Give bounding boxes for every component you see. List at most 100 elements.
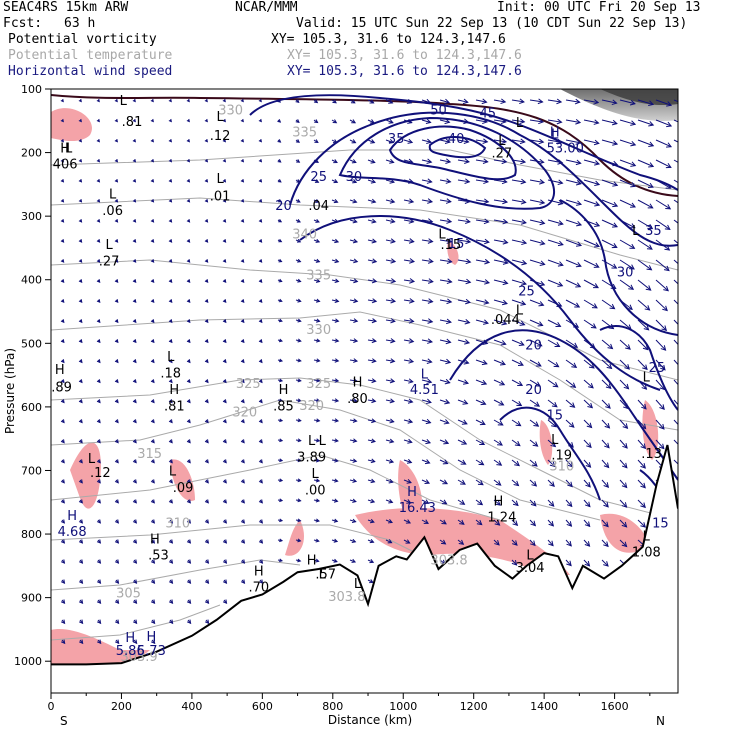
wind-vector xyxy=(367,119,375,124)
wind-vector xyxy=(349,379,357,382)
wind-vector-head xyxy=(316,418,321,423)
wind-vector-head xyxy=(168,539,174,544)
wind-speed-label: 15 xyxy=(546,409,563,424)
wind-vector-head xyxy=(517,380,524,386)
wind-vector-head xyxy=(114,178,119,183)
wind-vector xyxy=(403,459,412,463)
wind-vector-head xyxy=(445,178,452,184)
wind-vector xyxy=(529,119,544,123)
wind-vector-head xyxy=(258,399,263,404)
wind-vector-head xyxy=(458,539,465,545)
wind-vector-head xyxy=(647,182,654,188)
wind-vector-head xyxy=(258,579,264,584)
wind-speed-label: 30 xyxy=(346,170,363,185)
extremum-label: H xyxy=(150,533,160,548)
wind-vector-head xyxy=(114,539,120,544)
wind-vector xyxy=(349,239,358,243)
wind-vector xyxy=(385,239,395,243)
wind-vector-head xyxy=(659,423,665,430)
extremum-label: L xyxy=(216,172,224,187)
wind-vector-head xyxy=(661,325,668,332)
wind-vector-head xyxy=(640,482,646,489)
wind-vector xyxy=(565,359,577,368)
wind-vector-head xyxy=(549,461,556,468)
wind-speed-label: 35 xyxy=(388,132,405,147)
extremum-label: L xyxy=(109,187,117,202)
theta-label: 305 xyxy=(116,587,141,602)
wind-vector-head xyxy=(678,365,683,370)
wind-vector-head xyxy=(278,258,283,263)
wind-vector-head xyxy=(352,398,358,403)
wind-vector-head xyxy=(590,323,597,329)
wind-vector xyxy=(403,539,410,544)
wind-vector-head xyxy=(570,382,577,388)
wind-vector-head xyxy=(168,439,173,444)
wind-vector-head xyxy=(168,359,173,364)
extremum-label: L xyxy=(632,224,640,239)
wind-vector-head xyxy=(78,579,84,584)
wind-vector-head xyxy=(521,259,528,266)
wind-vector xyxy=(655,99,672,106)
wind-vector xyxy=(493,299,508,305)
wind-vector-head xyxy=(96,279,101,283)
wind-vector-head xyxy=(222,419,227,424)
wind-vector-head xyxy=(150,559,156,564)
wind-vector xyxy=(367,139,375,144)
wind-vector-head xyxy=(150,639,156,645)
wind-vector xyxy=(367,239,377,243)
wind-vector xyxy=(547,119,562,123)
wind-vector xyxy=(439,519,447,525)
wind-vector xyxy=(601,159,618,166)
wind-vector-head xyxy=(240,399,245,404)
wind-vector-head xyxy=(664,245,671,251)
wind-vector xyxy=(673,359,678,366)
extremum-label: H xyxy=(55,363,65,378)
wind-vector-head xyxy=(114,399,119,404)
wind-vector xyxy=(655,419,665,430)
wind-vector xyxy=(421,439,431,444)
wind-vector-head xyxy=(297,318,302,323)
extremum-label: L xyxy=(88,452,96,467)
wind-vector xyxy=(457,179,470,183)
wind-vector xyxy=(529,159,544,163)
wind-vector-head xyxy=(479,420,486,426)
wind-vector-head xyxy=(352,418,358,423)
wind-vector-head xyxy=(660,345,667,351)
wind-vector-head xyxy=(313,99,319,104)
extremum-label: .81 xyxy=(164,400,185,415)
wind-vector-head xyxy=(240,519,245,524)
wind-vector-head xyxy=(186,239,191,243)
wind-vector xyxy=(331,319,339,322)
wind-vector-head xyxy=(114,559,120,564)
wind-vector-head xyxy=(96,138,100,143)
x-tick-label: 1400 xyxy=(530,700,558,713)
wind-vector xyxy=(457,539,464,545)
wind-vector xyxy=(583,159,600,165)
wind-vector-head xyxy=(594,180,601,187)
wind-vector xyxy=(403,219,414,223)
wind-vector-head xyxy=(389,158,395,164)
wind-vector-head xyxy=(132,199,137,203)
wind-vector-head xyxy=(186,559,192,564)
wind-vector-head xyxy=(334,318,340,323)
wind-vector xyxy=(637,179,654,188)
wind-vector-head xyxy=(574,302,581,308)
wind-vector xyxy=(457,159,470,163)
wind-vector xyxy=(457,439,467,445)
wind-vector-head xyxy=(204,459,209,464)
wind-vector-head xyxy=(621,521,628,528)
wind-vector xyxy=(385,179,395,183)
wind-vector-head xyxy=(240,118,244,123)
wind-vector-head xyxy=(132,158,137,163)
wind-vector-head xyxy=(168,399,173,404)
wind-vector-head xyxy=(279,378,284,383)
wind-vector xyxy=(601,179,618,186)
wind-vector-head xyxy=(258,539,264,544)
theta-label: 340 xyxy=(292,227,317,242)
wind-vector-head xyxy=(132,479,137,484)
wind-vector xyxy=(583,199,600,206)
wind-vector-head xyxy=(222,219,227,223)
theta-label: 303.8 xyxy=(328,590,365,605)
extremum-label: .53 xyxy=(148,548,169,563)
wind-vector xyxy=(529,339,542,347)
